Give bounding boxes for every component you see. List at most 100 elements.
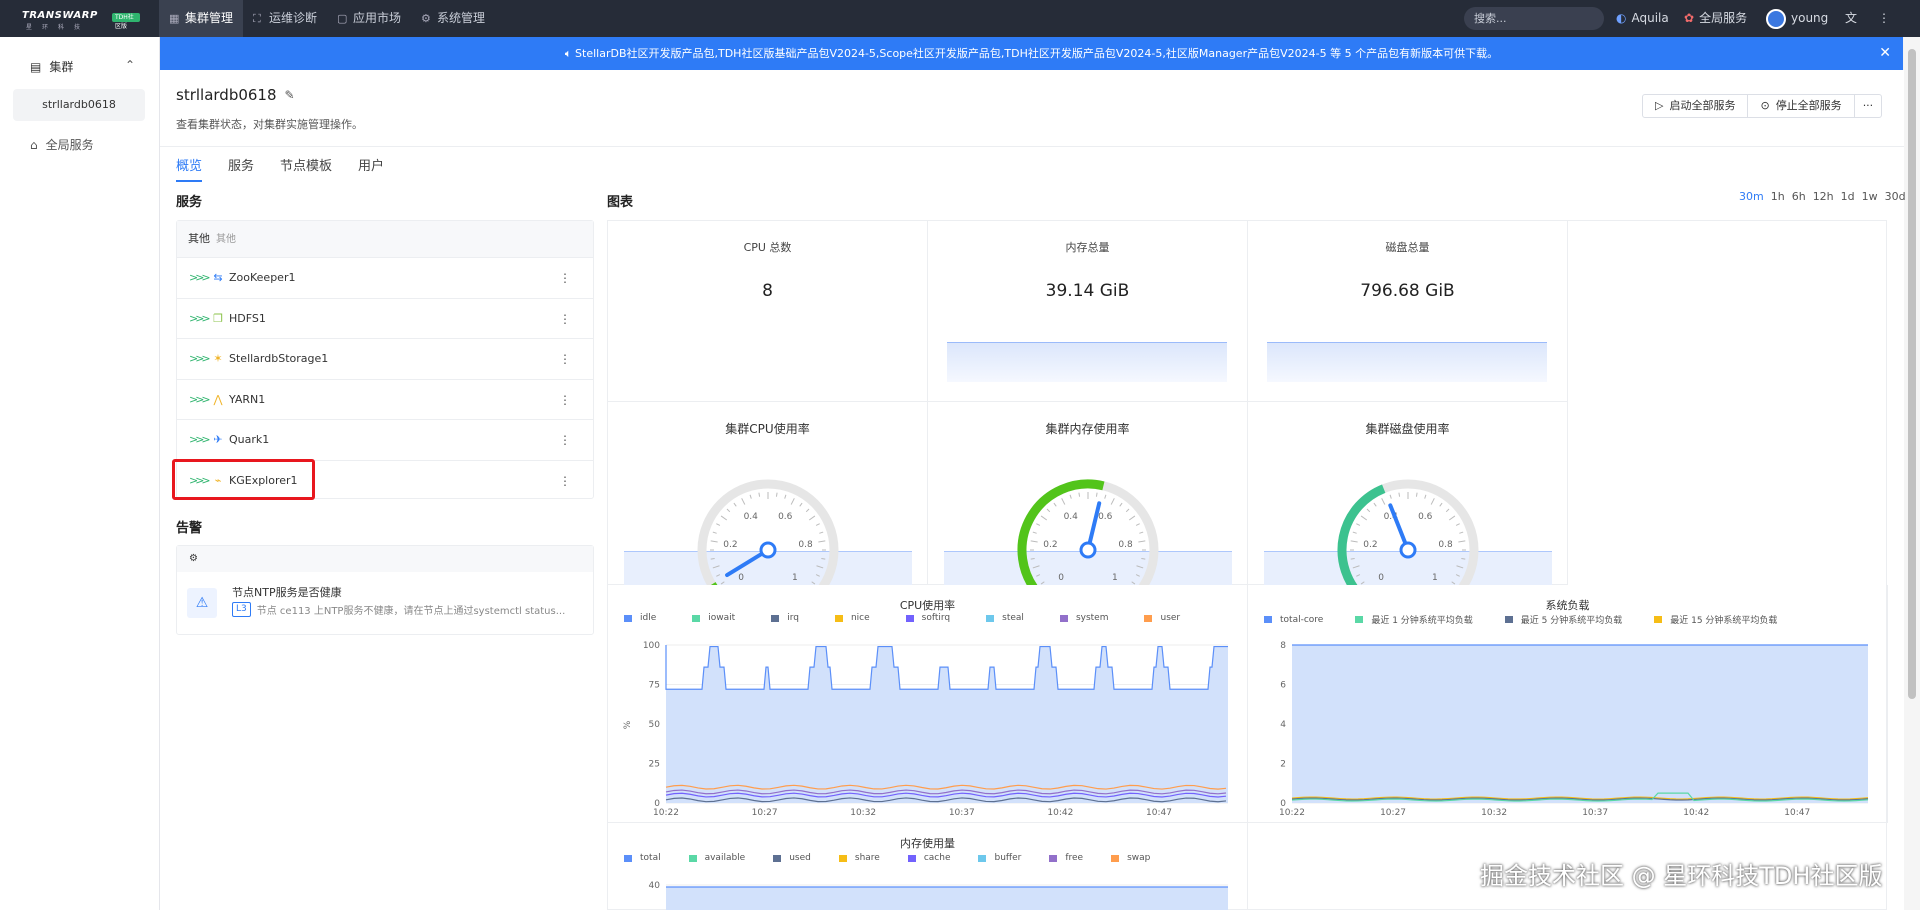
gauge-tick bbox=[805, 508, 810, 513]
legend-item[interactable]: system bbox=[1059, 613, 1108, 623]
sidebar: ▤ 集群 ⌃ strllardb0618 ⌂ 全局服务 bbox=[0, 37, 160, 910]
gauge-tick bbox=[1036, 574, 1041, 577]
service-row[interactable]: >>> ⋀ YARN1 ⋮ bbox=[177, 378, 593, 420]
x-tick-label: 10:37 bbox=[1582, 808, 1608, 818]
services-heading: 服务 bbox=[176, 195, 203, 210]
range-1h[interactable]: 1h bbox=[1770, 190, 1785, 203]
service-row[interactable]: >>> ✈ Quark1 ⋮ bbox=[177, 419, 593, 460]
user-menu[interactable]: young bbox=[1766, 0, 1828, 37]
nav-cluster-management[interactable]: ▦ 集群管理 bbox=[159, 0, 244, 37]
gauge-tick-label: 1 bbox=[792, 573, 798, 583]
legend-item[interactable]: 最近 15 分钟系统平均负载 bbox=[1654, 613, 1777, 626]
range-30d[interactable]: 30d bbox=[1884, 190, 1906, 203]
start-all-button[interactable]: ▷ 启动全部服务 bbox=[1643, 95, 1749, 117]
top-bar: TRANSWARP 星环科技 TDH社区版 ▦ 集群管理 ⛶ 运维诊断 ▢ 应用市场 … bbox=[0, 0, 1920, 37]
sidebar-item-cluster[interactable]: strllardb0618 bbox=[13, 89, 145, 121]
legend-swatch bbox=[1059, 614, 1068, 622]
transwarp-logo[interactable]: TRANSWARP 星环科技 TDH社区版 bbox=[22, 10, 140, 31]
gauge-tick-label: 0.2 bbox=[723, 540, 737, 550]
service-row[interactable]: >>> ❐ HDFS1 ⋮ bbox=[177, 297, 593, 339]
legend-item[interactable]: total-core bbox=[1264, 613, 1323, 626]
legend-item[interactable]: user bbox=[1144, 613, 1180, 623]
legend-item[interactable]: 最近 1 分钟系统平均负载 bbox=[1355, 613, 1473, 626]
legend-item[interactable]: cache bbox=[907, 853, 950, 863]
legend-item[interactable]: iowait bbox=[692, 613, 735, 623]
legend-item[interactable]: available bbox=[688, 853, 745, 863]
range-6h[interactable]: 6h bbox=[1791, 190, 1806, 203]
diagnose-icon: ⛶ bbox=[253, 12, 261, 25]
tab-overview[interactable]: 概览 bbox=[176, 152, 203, 182]
stat-memory-total: 内存总量 39.14 GiB bbox=[928, 221, 1248, 402]
y-tick-label: 6 bbox=[1280, 681, 1286, 691]
sidebar-group-cluster[interactable]: ▤ 集群 ⌃ bbox=[30, 58, 135, 74]
alarm-card[interactable]: ⚙ ⚠ 节点NTP服务是否健康 L3 节点 ce113 上NTP服务不健康，请在节… bbox=[176, 545, 594, 635]
gauge-tick bbox=[1352, 531, 1357, 534]
memory-sparkline bbox=[947, 342, 1227, 382]
more-vertical-icon[interactable]: ⋮ bbox=[559, 473, 571, 488]
close-icon[interactable]: ✕ bbox=[1879, 45, 1891, 61]
more-vertical-icon[interactable]: ⋮ bbox=[559, 433, 571, 447]
legend-item[interactable]: steal bbox=[986, 613, 1024, 623]
legend-item[interactable]: used bbox=[773, 853, 811, 863]
legend-item[interactable]: idle bbox=[624, 613, 656, 623]
x-tick-label: 10:42 bbox=[1047, 808, 1073, 818]
gauge-tick bbox=[1356, 574, 1361, 577]
status-running-icon: >>> bbox=[189, 433, 211, 447]
more-vertical-icon[interactable]: ⋮ bbox=[559, 271, 571, 285]
x-tick-label: 10:32 bbox=[850, 808, 876, 818]
legend-label: steal bbox=[1002, 613, 1024, 623]
range-1d[interactable]: 1d bbox=[1840, 190, 1855, 203]
language-icon[interactable]: 文 bbox=[1845, 11, 1858, 25]
gauge-tick bbox=[1350, 557, 1355, 560]
tab-node-template[interactable]: 节点模板 bbox=[280, 159, 333, 174]
global-service-button[interactable]: ✿ 全局服务 bbox=[1684, 0, 1747, 37]
cpu-legend: idle iowait irq nice softirq steal system user bbox=[624, 613, 1216, 623]
edit-icon[interactable]: ✎ bbox=[284, 88, 295, 102]
service-row[interactable]: >>> ⌁ KGExplorer1 ⋮ bbox=[177, 459, 593, 501]
more-vertical-icon[interactable]: ⋮ bbox=[559, 352, 571, 366]
gauge-tick bbox=[815, 523, 820, 526]
range-1w[interactable]: 1w bbox=[1861, 190, 1878, 203]
legend-item[interactable]: nice bbox=[834, 613, 870, 623]
top-nav: ▦ 集群管理 ⛶ 运维诊断 ▢ 应用市场 ⚙ 系统管理 bbox=[159, 0, 495, 37]
cpu-line-chart: 100 75 50 25 010:22 10:27 10:32 10:37 10:42 10:47… bbox=[623, 641, 1228, 818]
range-30m[interactable]: 30m bbox=[1739, 190, 1764, 203]
gauge-tick bbox=[1430, 498, 1435, 505]
legend-item[interactable]: free bbox=[1049, 853, 1083, 863]
service-row[interactable]: >>> ✶ StellardbStorage1 ⋮ bbox=[177, 338, 593, 379]
nav-app-market[interactable]: ▢ 应用市场 bbox=[337, 11, 402, 25]
legend-swatch bbox=[1049, 854, 1058, 862]
legend-item[interactable]: softirq bbox=[905, 613, 951, 623]
search-input[interactable]: 搜索... bbox=[1464, 7, 1604, 30]
legend-label: softirq bbox=[921, 613, 951, 623]
aquila-button[interactable]: ◐ Aquila bbox=[1616, 0, 1669, 37]
sidebar-item-global-services[interactable]: ⌂ 全局服务 bbox=[30, 137, 94, 153]
gauge-tick-label: 0.4 bbox=[744, 512, 759, 522]
nav-ops-diagnosis[interactable]: ⛶ 运维诊断 bbox=[253, 11, 318, 25]
action-group: ▷ 启动全部服务 ⊙ 停止全部服务 ··· bbox=[1642, 94, 1883, 118]
more-actions-button[interactable]: ··· bbox=[1862, 99, 1874, 112]
legend-item[interactable]: 最近 5 分钟系统平均负载 bbox=[1504, 613, 1622, 626]
tab-users[interactable]: 用户 bbox=[358, 159, 385, 174]
warning-icon: ⚠ bbox=[187, 588, 217, 618]
more-vertical-icon[interactable]: ⋮ bbox=[559, 311, 571, 326]
gauge-tick bbox=[1030, 540, 1038, 543]
tab-services[interactable]: 服务 bbox=[228, 159, 255, 174]
scrollbar-thumb[interactable] bbox=[1908, 49, 1916, 699]
page-scrollbar[interactable] bbox=[1904, 37, 1920, 910]
legend-item[interactable]: buffer bbox=[978, 853, 1021, 863]
more-vertical-icon[interactable]: ⋮ bbox=[1878, 11, 1890, 25]
legend-item[interactable]: total bbox=[624, 853, 661, 863]
x-tick-label: 10:22 bbox=[653, 808, 679, 818]
legend-item[interactable]: share bbox=[838, 853, 880, 863]
settings-icon[interactable]: ⚙ bbox=[189, 553, 198, 564]
idle-line bbox=[665, 645, 1228, 690]
range-12h[interactable]: 12h bbox=[1812, 190, 1834, 203]
service-row[interactable]: >>> ⇆ ZooKeeper1 ⋮ bbox=[177, 257, 593, 298]
gauge-tick bbox=[1458, 540, 1466, 543]
legend-item[interactable]: irq bbox=[771, 613, 799, 623]
nav-system-management[interactable]: ⚙ 系统管理 bbox=[421, 11, 486, 25]
stop-all-button[interactable]: ⊙ 停止全部服务 bbox=[1748, 95, 1855, 117]
more-vertical-icon[interactable]: ⋮ bbox=[559, 392, 571, 407]
legend-item[interactable]: swap bbox=[1111, 853, 1150, 863]
